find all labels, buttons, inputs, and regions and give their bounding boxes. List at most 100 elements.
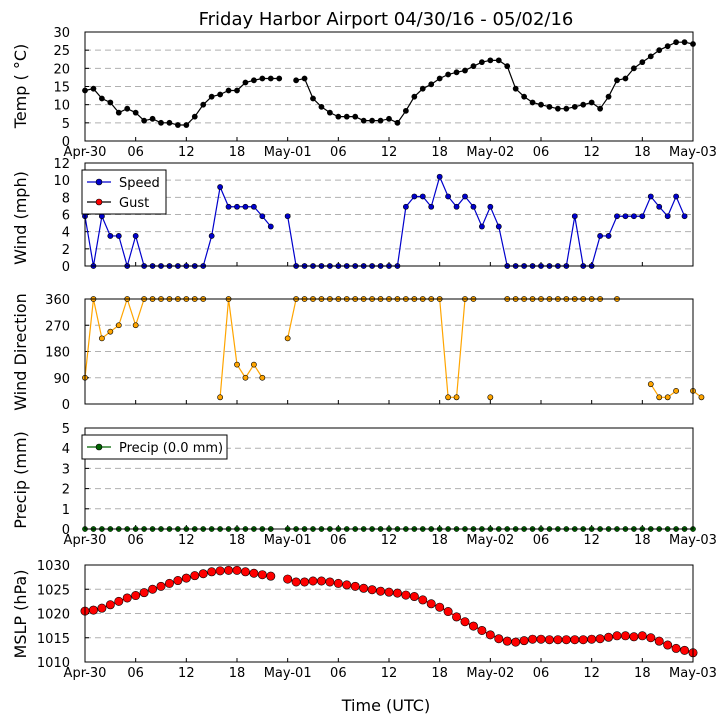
x-tick-label: 18 xyxy=(431,666,448,681)
data-point xyxy=(571,103,578,110)
data-point xyxy=(411,193,418,200)
data-point xyxy=(620,631,630,641)
x-tick-label: May-02 xyxy=(466,533,514,548)
data-point xyxy=(283,574,293,584)
data-point xyxy=(445,193,452,200)
x-tick-label: 06 xyxy=(330,666,347,681)
x-tick-label: 18 xyxy=(229,666,246,681)
data-point xyxy=(580,101,587,108)
data-point xyxy=(215,566,225,576)
y-tick-label: 1015 xyxy=(37,632,70,647)
data-point xyxy=(622,75,629,82)
data-point xyxy=(502,636,512,646)
y-tick-label: 2 xyxy=(62,483,70,498)
data-point xyxy=(350,581,360,591)
data-point xyxy=(88,605,98,615)
data-point xyxy=(249,568,259,578)
data-point xyxy=(308,576,318,586)
data-point xyxy=(664,394,671,401)
x-tick-label: 12 xyxy=(583,145,600,160)
legend-marker xyxy=(95,443,103,451)
data-point xyxy=(494,634,504,644)
y-tick-label: 4 xyxy=(62,226,70,241)
data-point xyxy=(612,631,622,641)
series-line xyxy=(287,174,686,267)
data-point xyxy=(639,213,646,220)
y-tick-label: 6 xyxy=(62,209,70,224)
data-point xyxy=(495,223,502,230)
data-point xyxy=(511,637,521,647)
data-point xyxy=(293,77,300,84)
data-point xyxy=(428,81,435,88)
data-point xyxy=(629,632,639,642)
x-tick-label: May-02 xyxy=(466,145,514,160)
data-point xyxy=(208,93,215,100)
data-point xyxy=(325,577,335,587)
data-point xyxy=(587,634,597,644)
data-point xyxy=(614,77,620,84)
data-point xyxy=(234,203,240,210)
data-point xyxy=(267,223,274,230)
data-point xyxy=(663,640,673,650)
data-point xyxy=(259,374,266,381)
data-point xyxy=(384,587,394,597)
data-point xyxy=(224,565,234,575)
data-point xyxy=(183,122,190,128)
y-axis-label: Temp ( °C) xyxy=(11,44,30,129)
data-point xyxy=(234,87,240,94)
data-point xyxy=(124,105,131,112)
data-point xyxy=(284,213,291,220)
data-point xyxy=(698,394,705,401)
series-line xyxy=(219,298,263,398)
data-point xyxy=(605,93,612,100)
x-tick-label: 18 xyxy=(431,533,448,548)
data-point xyxy=(132,233,139,239)
y-tick-label: 12 xyxy=(53,157,70,172)
data-point xyxy=(333,578,343,588)
data-point xyxy=(267,75,274,82)
data-point xyxy=(276,75,283,82)
x-tick-label: 06 xyxy=(330,533,347,548)
data-point xyxy=(115,233,122,239)
data-point xyxy=(148,584,158,594)
data-point xyxy=(318,103,325,110)
data-point xyxy=(571,213,578,220)
data-point xyxy=(460,617,470,627)
data-point xyxy=(647,381,654,388)
data-point xyxy=(588,99,595,106)
legend: Speed Gust xyxy=(81,169,167,215)
data-point xyxy=(553,635,563,645)
data-point xyxy=(614,213,620,220)
data-point xyxy=(217,394,224,401)
data-point xyxy=(554,105,561,112)
y-axis-label: MSLP (hPa) xyxy=(11,570,30,659)
data-point xyxy=(107,233,114,239)
data-point xyxy=(453,394,460,401)
y-tick-label: 4 xyxy=(62,442,70,457)
data-point xyxy=(166,119,173,126)
data-point xyxy=(98,335,105,342)
data-point xyxy=(250,361,257,368)
data-point xyxy=(477,625,487,635)
data-point xyxy=(359,583,369,593)
data-point xyxy=(436,75,443,82)
legend-box xyxy=(81,169,167,215)
x-tick-label: 06 xyxy=(330,145,347,160)
data-point xyxy=(200,101,207,108)
data-point xyxy=(335,113,342,120)
x-tick-label: Apr-30 xyxy=(64,145,107,160)
x-tick-label: 12 xyxy=(381,533,398,548)
series-line xyxy=(84,77,280,126)
data-point xyxy=(528,634,538,644)
legend: Precip (0.0 mm) xyxy=(81,434,228,460)
data-point xyxy=(158,119,164,126)
figure-title: Friday Harbor Airport 04/30/16 - 05/02/1… xyxy=(199,9,574,30)
data-point xyxy=(132,109,139,116)
data-point xyxy=(561,635,571,645)
panel-mslp: 1010 1015 1020 1025 1030 Apr-30 06 12 18 May-01 06… xyxy=(11,559,717,681)
y-tick-label: 0 xyxy=(62,260,70,275)
y-tick-label: 30 xyxy=(53,26,70,41)
y-tick-label: 10 xyxy=(53,174,70,189)
data-point xyxy=(342,580,352,590)
